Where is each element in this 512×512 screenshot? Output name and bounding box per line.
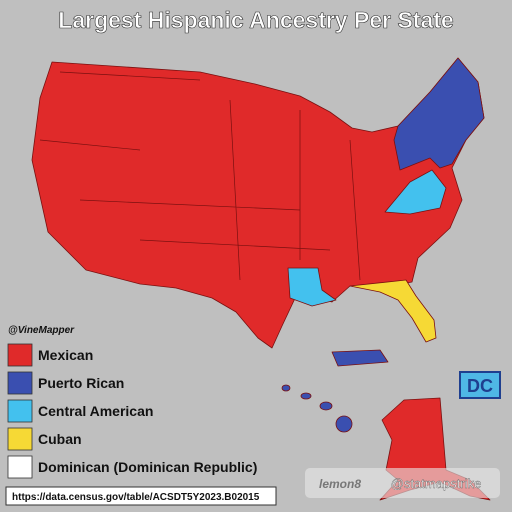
- dc-box: [459, 371, 501, 399]
- puerto-rico: [331, 349, 389, 367]
- title: Largest Hispanic Ancestry Per State: [58, 7, 453, 33]
- legend-label: Central American: [38, 403, 153, 419]
- region-virginia: [384, 169, 447, 215]
- source: https://data.census.gov/table/ACSDT5Y202…: [12, 492, 260, 503]
- legend-label: Dominican (Dominican Republic): [38, 459, 257, 475]
- legend-swatch: [7, 399, 33, 423]
- region-puerto-rican: [393, 57, 485, 171]
- region-louisiana: [287, 267, 337, 307]
- state-borders: [39, 71, 361, 281]
- legend-swatch: [7, 371, 33, 395]
- legend-label: Cuban: [38, 431, 82, 447]
- credit: @VineMapper: [8, 325, 75, 336]
- watermark-box: [305, 468, 500, 498]
- handle: @statmapstrike: [391, 476, 482, 491]
- legend: Mexican Puerto Rican Central American Cuban…: [7, 343, 257, 479]
- hawaii: [281, 384, 353, 433]
- watermark: lemon8: [319, 477, 361, 491]
- legend-label: Puerto Rican: [38, 375, 124, 391]
- region-mexican: [31, 57, 485, 349]
- dc-label: DC: [467, 376, 493, 396]
- legend-swatch: [7, 455, 33, 479]
- source-box: [5, 486, 277, 506]
- region-florida: [349, 279, 437, 343]
- legend-swatch: [7, 343, 33, 367]
- legend-label: Mexican: [38, 347, 93, 363]
- legend-swatch: [7, 427, 33, 451]
